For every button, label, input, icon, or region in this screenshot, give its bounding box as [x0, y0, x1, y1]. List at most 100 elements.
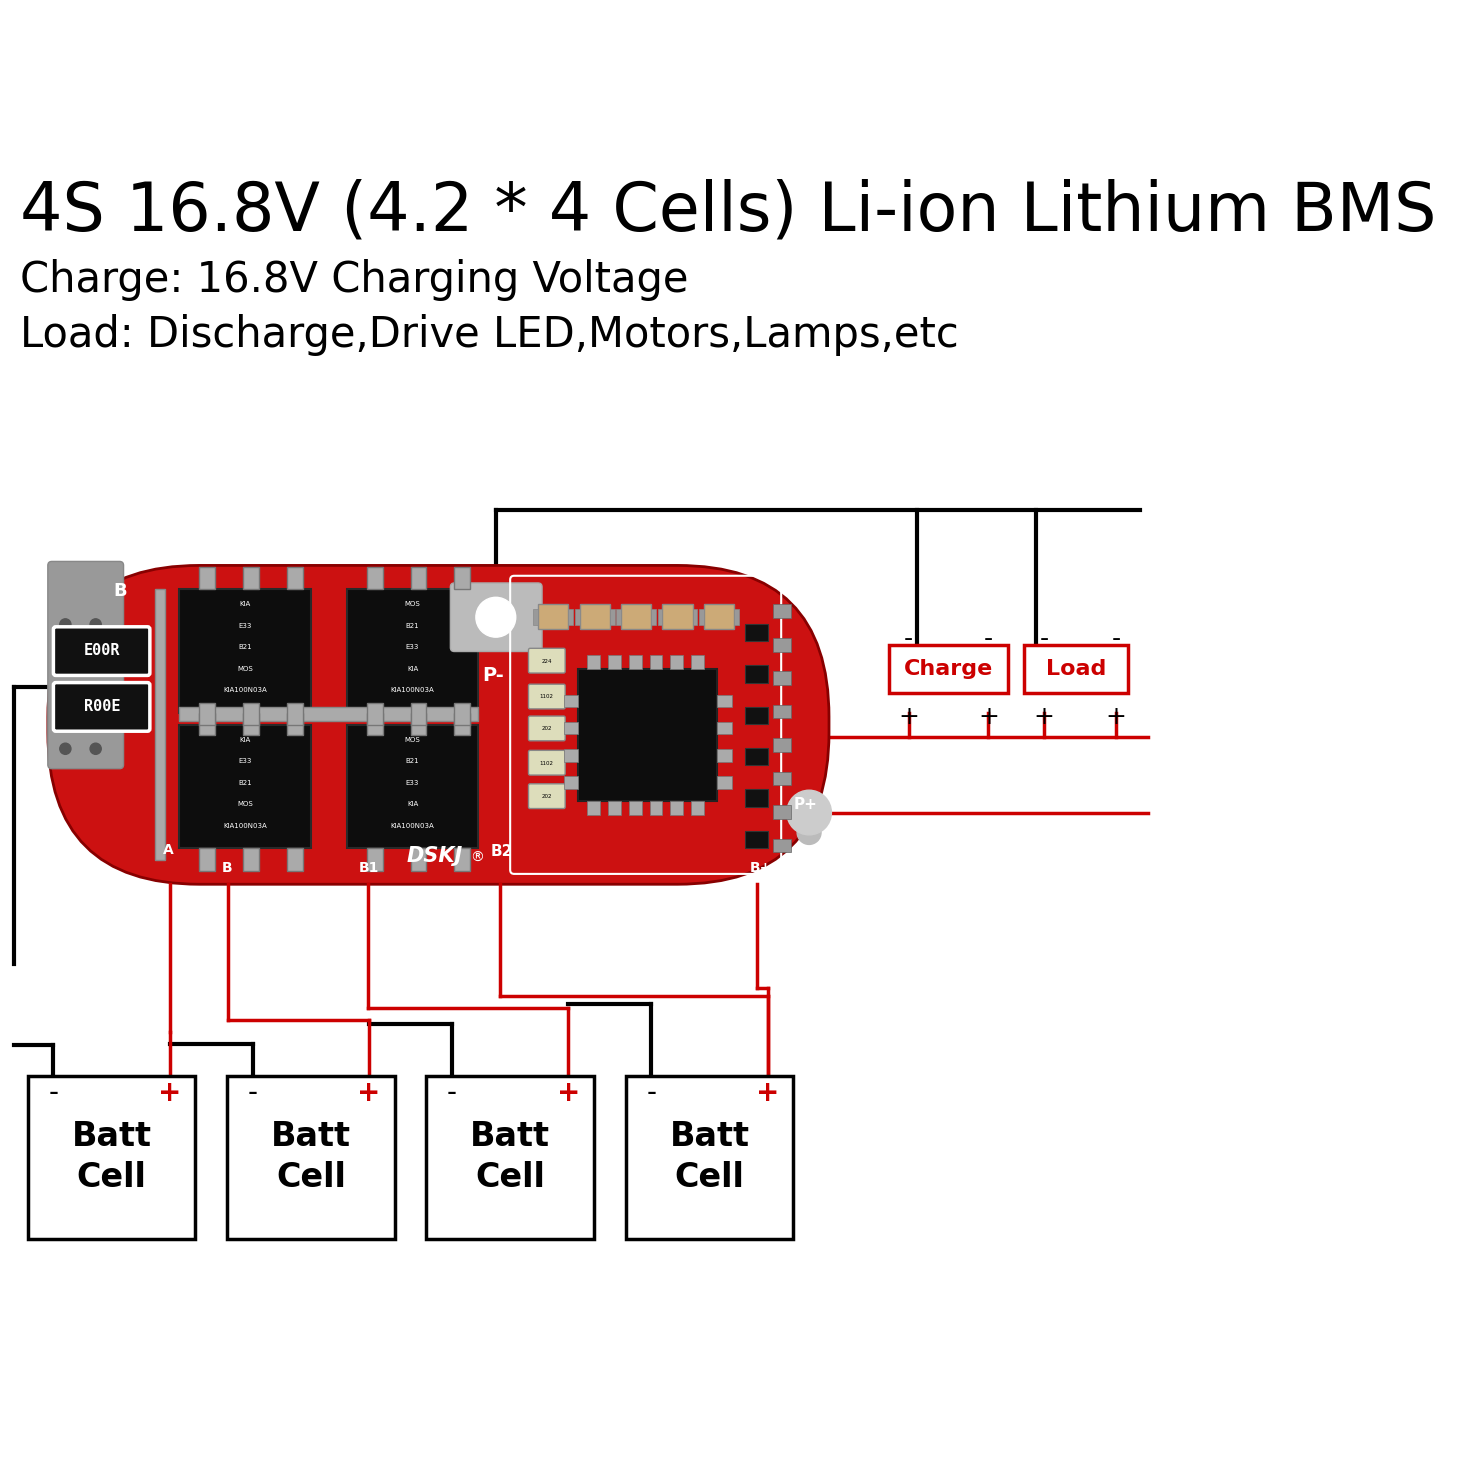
Text: E00R: E00R	[84, 643, 121, 658]
Text: B21: B21	[406, 758, 420, 764]
Bar	[287, 712, 303, 735]
Text: ®: ®	[471, 851, 484, 866]
Bar	[580, 604, 609, 629]
Bar	[608, 801, 621, 815]
Bar	[411, 712, 427, 735]
Bar	[180, 589, 311, 712]
Bar	[568, 609, 573, 626]
Text: MOS: MOS	[237, 665, 253, 671]
Text: -: -	[447, 1079, 456, 1107]
Text: -: -	[904, 627, 913, 651]
Text: KIA100N03A: KIA100N03A	[390, 823, 434, 829]
Bar	[455, 848, 471, 871]
Bar	[651, 609, 657, 626]
Text: KIA: KIA	[240, 737, 250, 743]
Text: -: -	[1039, 627, 1048, 651]
Bar	[699, 609, 704, 626]
Text: B: B	[113, 581, 127, 599]
Text: 1102: 1102	[540, 695, 553, 699]
Bar	[367, 848, 383, 871]
Bar	[773, 771, 790, 786]
Text: KIA: KIA	[406, 801, 418, 807]
Text: 202: 202	[542, 726, 552, 732]
Bar	[180, 724, 311, 848]
Text: B+: B+	[749, 861, 771, 876]
FancyBboxPatch shape	[53, 683, 150, 732]
Text: -: -	[247, 1079, 258, 1107]
Text: R00E: R00E	[84, 699, 121, 714]
Text: +: +	[358, 1079, 381, 1107]
Bar	[717, 776, 732, 789]
Bar	[626, 1076, 793, 1239]
Circle shape	[60, 618, 71, 630]
Text: 1102: 1102	[540, 761, 553, 765]
Text: -: -	[646, 1079, 657, 1107]
Text: 202: 202	[542, 793, 552, 799]
Text: +: +	[757, 1079, 779, 1107]
Text: Load: Discharge,Drive LED,Motors,Lamps,etc: Load: Discharge,Drive LED,Motors,Lamps,e…	[21, 315, 958, 356]
Circle shape	[90, 618, 102, 630]
Bar	[649, 801, 662, 815]
Bar	[649, 655, 662, 670]
Bar	[735, 609, 739, 626]
Bar	[717, 721, 732, 735]
Bar	[578, 670, 717, 801]
Bar	[411, 848, 427, 871]
Bar	[745, 624, 767, 642]
Circle shape	[60, 702, 71, 712]
Bar	[670, 801, 683, 815]
Text: E33: E33	[238, 623, 252, 629]
Bar	[564, 695, 578, 708]
Bar	[773, 805, 790, 818]
Bar	[411, 567, 427, 589]
Bar	[692, 801, 704, 815]
Bar	[621, 604, 651, 629]
FancyBboxPatch shape	[53, 627, 150, 676]
Text: 224: 224	[542, 658, 552, 664]
Bar	[199, 567, 215, 589]
Bar	[367, 567, 383, 589]
Bar	[717, 749, 732, 761]
Circle shape	[60, 743, 71, 754]
Text: -: -	[49, 1079, 59, 1107]
Bar	[617, 609, 621, 626]
Circle shape	[798, 820, 821, 845]
Bar	[587, 655, 601, 670]
Bar	[745, 707, 767, 724]
FancyBboxPatch shape	[528, 783, 565, 808]
Text: +: +	[1105, 705, 1126, 729]
Text: Batt
Cell: Batt Cell	[470, 1120, 551, 1194]
Bar	[287, 702, 303, 724]
Bar	[564, 776, 578, 789]
Text: A: A	[163, 843, 174, 857]
Bar	[704, 604, 735, 629]
Text: KIA100N03A: KIA100N03A	[390, 687, 434, 693]
Bar	[629, 801, 642, 815]
Text: B: B	[222, 861, 233, 876]
Bar	[773, 605, 790, 618]
Bar	[1025, 645, 1128, 693]
Bar	[287, 848, 303, 871]
Bar	[773, 839, 790, 852]
FancyBboxPatch shape	[528, 648, 565, 673]
FancyBboxPatch shape	[450, 583, 542, 652]
FancyBboxPatch shape	[528, 751, 565, 776]
Bar	[670, 655, 683, 670]
Bar	[564, 749, 578, 761]
Text: +: +	[158, 1079, 181, 1107]
Text: Charge: Charge	[904, 659, 994, 679]
Circle shape	[90, 661, 102, 671]
Bar	[574, 609, 580, 626]
FancyBboxPatch shape	[47, 561, 124, 768]
Bar	[243, 567, 259, 589]
Bar	[609, 609, 615, 626]
Text: KIA: KIA	[406, 665, 418, 671]
Bar	[539, 604, 568, 629]
Text: Batt
Cell: Batt Cell	[271, 1120, 350, 1194]
Text: Load: Load	[1047, 659, 1107, 679]
Bar	[533, 609, 539, 626]
Bar	[347, 724, 478, 848]
Text: KIA: KIA	[240, 601, 250, 608]
Text: Charge: 16.8V Charging Voltage: Charge: 16.8V Charging Voltage	[21, 259, 689, 300]
Text: +: +	[1033, 705, 1054, 729]
